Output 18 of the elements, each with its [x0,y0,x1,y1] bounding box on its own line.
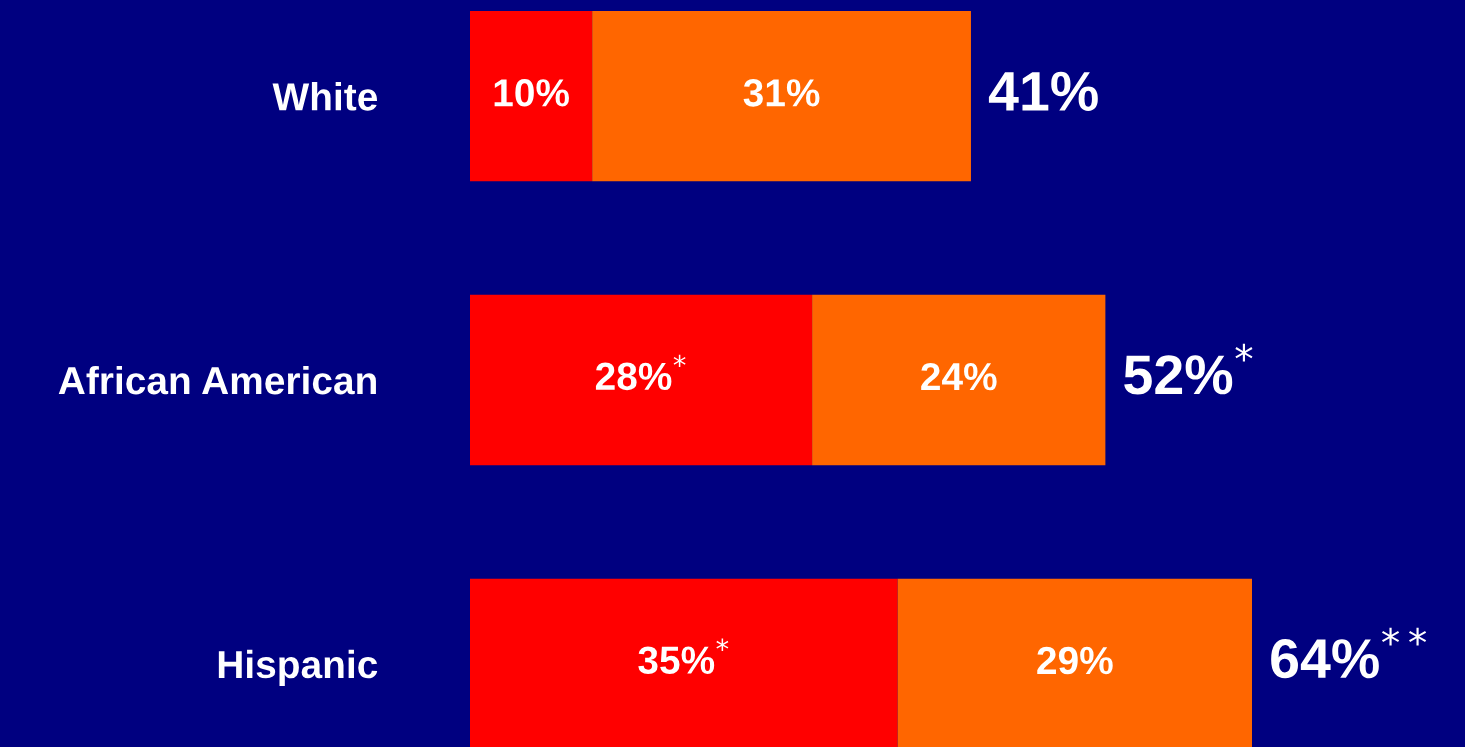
y-tick-label: Hispanic [218,649,378,687]
bar [470,578,898,747]
total-label: 41% [988,71,1098,111]
bar [897,578,1252,747]
data-label: 28%$^{*}$ [595,354,686,391]
bar [470,294,813,466]
bar [812,294,1106,466]
data-label: 29% [1037,646,1113,675]
data-label: 35%$^{*}$ [638,638,729,675]
data-label: 24% [921,362,997,391]
data-label: 10% [494,79,569,107]
total-label: 64%$^{**}$ [1271,627,1427,679]
y-tick-label: White [272,82,378,111]
bar [592,11,971,182]
y-tick-label: African American [58,365,376,395]
total-label: 52%$^{*}$ [1124,343,1253,395]
data-label: 31% [743,79,820,107]
bar [470,11,593,182]
